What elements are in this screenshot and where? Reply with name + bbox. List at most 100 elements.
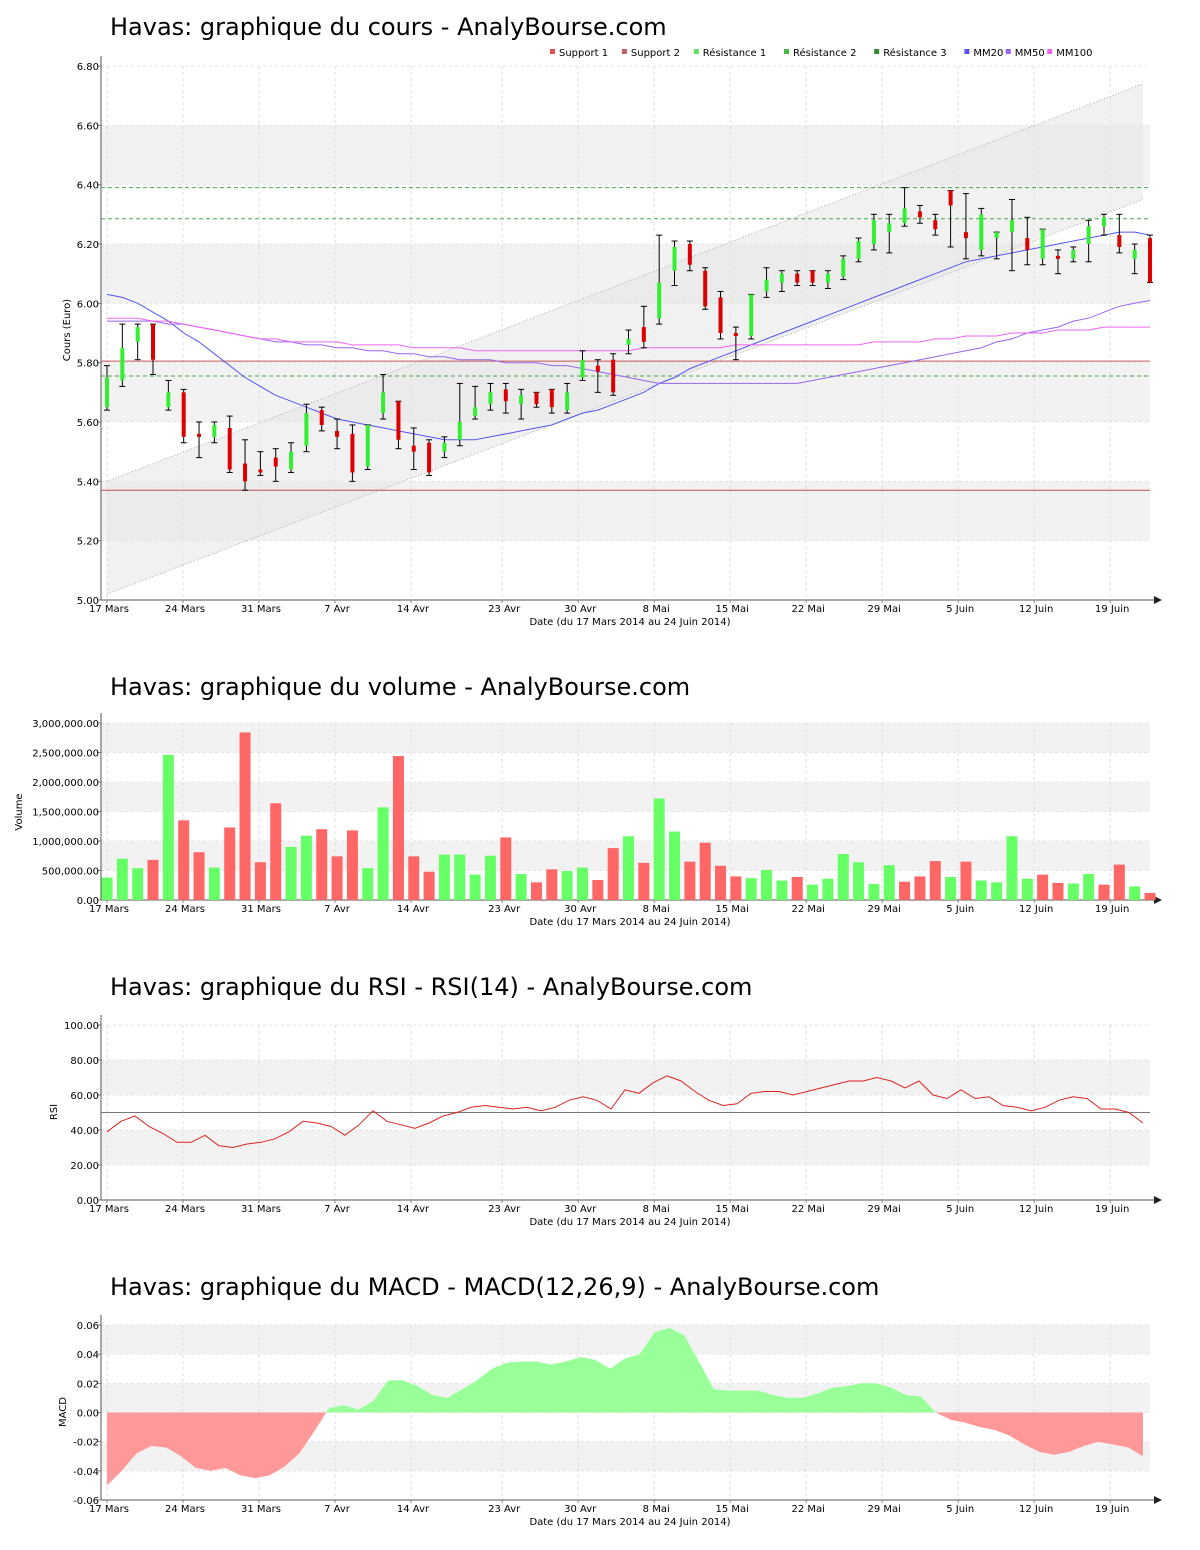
volume-bar — [607, 848, 619, 900]
price-ytick-label: 5.20 — [77, 537, 99, 548]
candle-body — [1086, 226, 1091, 244]
volume-xtick-label: 8 Mai — [643, 904, 670, 915]
macd-xtick-label: 5 Juin — [946, 1504, 974, 1515]
macd-ytick-label: -0.04 — [73, 1467, 99, 1478]
price-xtick-label: 14 Avr — [397, 604, 430, 615]
legend-label: MM50 — [1015, 48, 1045, 59]
candle-body — [1132, 249, 1137, 259]
legend-swatch — [1047, 49, 1053, 54]
legend-label: MM20 — [973, 48, 1003, 59]
volume-bar — [1144, 892, 1156, 900]
volume-bar — [1067, 883, 1079, 900]
candle-body — [457, 422, 462, 440]
volume-bar — [1083, 874, 1095, 900]
volume-bar — [960, 861, 972, 900]
candle-body — [657, 282, 662, 319]
volume-bar — [576, 867, 588, 900]
volume-xtick-label: 15 Mai — [715, 904, 748, 915]
rsi-xtick-label: 19 Juin — [1095, 1204, 1129, 1215]
volume-bar — [239, 732, 251, 900]
volume-band — [101, 723, 1150, 753]
volume-bar — [1113, 864, 1125, 900]
volume-bar — [546, 869, 558, 900]
candle-body — [534, 392, 539, 405]
candle-body — [273, 457, 278, 467]
volume-chart: Havas: graphique du volume - AnalyBourse… — [14, 673, 1162, 928]
candle-body — [1071, 249, 1076, 259]
rsi-xtick-label: 17 Mars — [89, 1204, 129, 1215]
volume-bar — [975, 880, 987, 900]
candle-body — [994, 232, 999, 239]
legend-swatch — [964, 49, 970, 54]
volume-bar — [883, 865, 895, 900]
candle-body — [887, 223, 892, 233]
volume-bar — [484, 855, 496, 900]
macd-xtick-label: 29 Mai — [867, 1504, 900, 1515]
macd-xtick-label: 24 Mars — [165, 1504, 205, 1515]
volume-bar — [469, 874, 481, 900]
volume-xtick-label: 29 Mai — [867, 904, 900, 915]
macd-xtick-label: 17 Mars — [89, 1504, 129, 1515]
price-ytick-label: 5.80 — [77, 359, 99, 370]
volume-bar — [1037, 874, 1049, 900]
macd-ytick-label: 0.00 — [77, 1409, 99, 1420]
candle-body — [105, 377, 109, 408]
rsi-ytick-label: 60.00 — [70, 1091, 99, 1102]
candle-body — [611, 359, 616, 393]
macd-xtick-label: 23 Avr — [488, 1504, 521, 1515]
rsi-chart: Havas: graphique du RSI - RSI(14) - Anal… — [49, 973, 1162, 1228]
candle-body — [1025, 238, 1030, 250]
volume-ytick-label: 1,000,000.00 — [32, 837, 99, 848]
volume-bar — [822, 878, 834, 900]
legend-swatch — [874, 49, 880, 54]
macd-xtick-label: 8 Mai — [643, 1504, 670, 1515]
price-xtick-label: 17 Mars — [89, 604, 129, 615]
rsi-band — [101, 1060, 1150, 1095]
volume-bar — [561, 871, 573, 900]
volume-bar — [392, 756, 404, 900]
candle-body — [580, 359, 585, 378]
macd-xtick-label: 31 Mars — [241, 1504, 281, 1515]
rsi-line — [106, 1075, 1144, 1149]
macd-chart-ylabel: MACD — [58, 1397, 69, 1427]
volume-bar — [147, 859, 159, 900]
price-xtick-label: 22 Mai — [791, 604, 824, 615]
rsi-xtick-label: 31 Mars — [241, 1204, 281, 1215]
rsi-ytick-label: 20.00 — [70, 1161, 99, 1172]
volume-bar — [776, 880, 788, 900]
macd-positive-area — [326, 1327, 936, 1413]
candle-body — [565, 392, 570, 411]
volume-bar — [254, 862, 266, 900]
rsi-ytick-label: 40.00 — [70, 1126, 99, 1137]
volume-bar — [300, 835, 312, 900]
rsi-xtick-label: 14 Avr — [397, 1204, 430, 1215]
candle-body — [933, 220, 938, 230]
price-chart-xlabel: Date (du 17 Mars 2014 au 24 Juin 2014) — [529, 617, 730, 628]
candle-body — [871, 220, 876, 244]
legend-swatch — [693, 49, 699, 54]
price-ytick-label: 6.40 — [77, 181, 99, 192]
volume-bar — [745, 878, 757, 900]
macd-chart: Havas: graphique du MACD - MACD(12,26,9)… — [58, 1273, 1162, 1528]
candle-body — [1055, 255, 1060, 259]
volume-bar — [285, 846, 297, 900]
volume-bar — [653, 798, 665, 900]
volume-bar — [178, 820, 190, 900]
volume-xtick-label: 31 Mars — [241, 904, 281, 915]
candle-body — [319, 410, 324, 425]
legend-swatch — [1005, 49, 1011, 54]
price-channel-upper — [106, 83, 1144, 482]
volume-xtick-label: 22 Mai — [791, 904, 824, 915]
candle-body — [166, 392, 171, 408]
volume-bar — [423, 871, 435, 900]
rsi-xtick-label: 30 Avr — [564, 1204, 597, 1215]
volume-bar — [1052, 882, 1064, 900]
candle-body — [120, 347, 125, 381]
candle-body — [963, 232, 968, 239]
price-xtick-label: 15 Mai — [715, 604, 748, 615]
volume-bar — [270, 803, 282, 900]
candle-body — [365, 424, 370, 467]
price-mm50-line — [107, 299, 1151, 384]
volume-bar — [669, 831, 681, 900]
candle-body — [381, 392, 386, 414]
